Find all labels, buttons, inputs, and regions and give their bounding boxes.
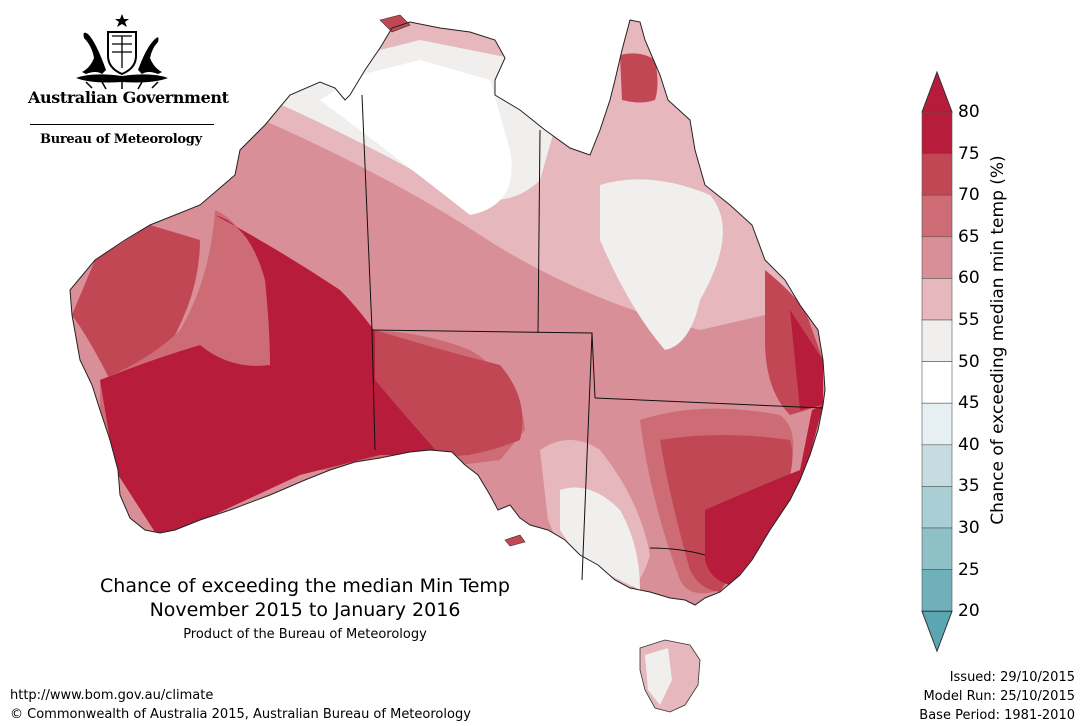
- australia-outlook-map: [69, 14, 826, 713]
- legend-swatch: [921, 111, 953, 154]
- legend-colorbar: [921, 70, 953, 653]
- legend-swatch: [921, 319, 953, 362]
- tiwi-islands: [379, 14, 411, 33]
- legend-tick-label: 30: [958, 518, 980, 538]
- legend-tick-label: 40: [958, 434, 980, 455]
- legend-swatch: [921, 402, 953, 446]
- kangaroo-island: [504, 534, 526, 547]
- legend-tick-label: 50: [958, 351, 980, 372]
- legend-arrow-top: [921, 70, 953, 113]
- tasmania: [639, 639, 701, 713]
- legend-tick-label: 35: [958, 476, 980, 497]
- legend-tick-label: 45: [958, 393, 980, 414]
- legend-tick-label: 65: [958, 226, 980, 247]
- legend-swatch: [921, 361, 953, 404]
- copyright-note: © Commonwealth of Australia 2015, Austra…: [10, 707, 471, 722]
- legend-swatch: [921, 153, 953, 196]
- legend-swatch: [921, 486, 953, 529]
- legend-swatch: [921, 444, 953, 487]
- legend-tick-label: 55: [958, 310, 980, 330]
- issued-date: Issued: 29/10/2015: [949, 670, 1075, 685]
- legend-tick-label: 60: [958, 268, 980, 289]
- map-period: November 2015 to January 2016: [149, 599, 461, 621]
- legend-tick-label: 70: [958, 185, 980, 206]
- model-run-date: Model Run: 25/10/2015: [923, 689, 1075, 704]
- logo-divider: [30, 124, 214, 125]
- legend-tick-label: 75: [958, 143, 980, 164]
- legend-title: Chance of exceeding median min temp (%): [988, 155, 1008, 525]
- legend-tick-label: 80: [958, 102, 980, 122]
- legend-swatch: [921, 236, 953, 279]
- legend-swatch: [921, 194, 953, 238]
- product-note: Product of the Bureau of Meteorology: [183, 627, 427, 642]
- government-name: Australian Government: [28, 88, 229, 107]
- base-period: Base Period: 1981-2010: [919, 708, 1075, 723]
- bom-url-link[interactable]: http://www.bom.gov.au/climate: [10, 688, 214, 703]
- coat-of-arms-icon: [76, 14, 168, 90]
- bureau-name: Bureau of Meteorology: [40, 132, 202, 147]
- legend-arrow-bottom: [921, 610, 953, 653]
- state-borders: [361, 94, 824, 581]
- legend-tick-label: 20: [958, 601, 980, 622]
- bom-logo: Australian Government Bureau of Meteorol…: [28, 12, 229, 147]
- map-title: Chance of exceeding the median Min Temp: [100, 575, 510, 597]
- legend-swatch: [921, 278, 953, 321]
- legend-swatch: [921, 527, 953, 570]
- legend-swatch: [921, 569, 953, 612]
- legend-tick-label: 25: [958, 559, 980, 580]
